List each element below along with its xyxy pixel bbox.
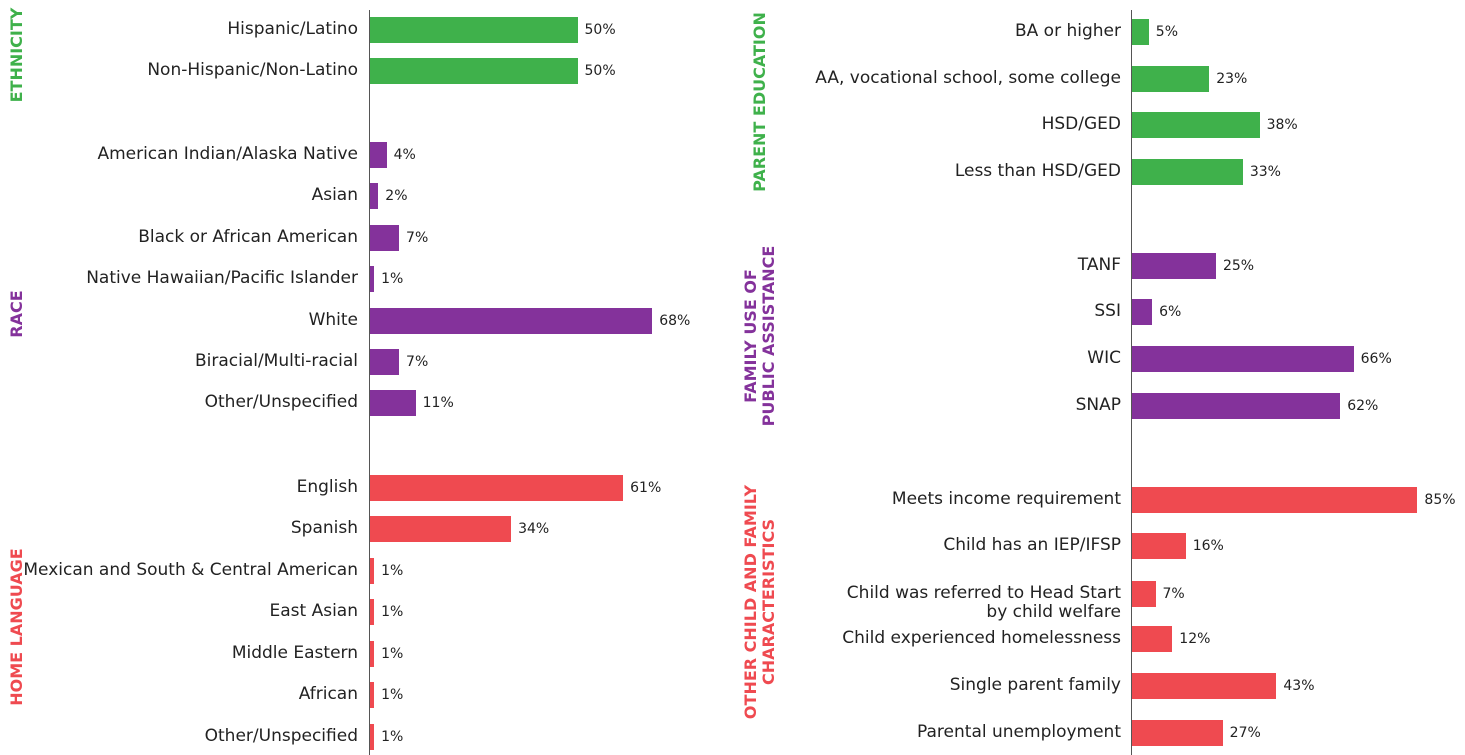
value-label: 7% bbox=[406, 354, 429, 370]
value-label: 6% bbox=[1159, 304, 1182, 320]
bar bbox=[370, 682, 375, 708]
value-label: 23% bbox=[1216, 71, 1248, 87]
group-title: FAMILY USE OF PUBLIC ASSISTANCE bbox=[741, 245, 778, 427]
value-label: 68% bbox=[659, 313, 691, 329]
value-label: 1% bbox=[381, 604, 404, 620]
value-label: 4% bbox=[393, 147, 416, 163]
value-label: 7% bbox=[406, 230, 429, 246]
value-label: 16% bbox=[1192, 538, 1224, 554]
bar bbox=[370, 475, 624, 501]
category-label: SNAP bbox=[1075, 395, 1121, 415]
category-label: Child experienced homelessness bbox=[842, 628, 1121, 648]
bar bbox=[370, 390, 416, 416]
value-label: 1% bbox=[381, 271, 404, 287]
bar bbox=[1132, 720, 1223, 746]
category-label: Mexican and South & Central American bbox=[23, 560, 358, 580]
category-label: Parental unemployment bbox=[917, 722, 1121, 742]
bar bbox=[1132, 626, 1173, 652]
bar bbox=[1132, 581, 1156, 607]
value-label: 7% bbox=[1162, 586, 1185, 602]
category-label: Child has an IEP/IFSP bbox=[943, 535, 1121, 555]
bar bbox=[370, 142, 387, 168]
category-label: Meets income requirement bbox=[891, 489, 1121, 509]
value-label: 34% bbox=[518, 521, 550, 537]
value-label: 85% bbox=[1424, 492, 1456, 508]
bar bbox=[370, 17, 578, 43]
value-label: 50% bbox=[584, 22, 616, 38]
value-label: 5% bbox=[1155, 24, 1178, 40]
bar bbox=[370, 266, 375, 292]
value-label: 50% bbox=[584, 63, 616, 79]
value-label: 38% bbox=[1266, 117, 1298, 133]
bar bbox=[370, 349, 400, 375]
category-label: Other/Unspecified bbox=[204, 726, 358, 746]
bar bbox=[1132, 66, 1210, 92]
value-label: 66% bbox=[1360, 351, 1392, 367]
category-label: BA or higher bbox=[1014, 21, 1121, 41]
chart-axis-line bbox=[1131, 10, 1132, 755]
value-label: 1% bbox=[381, 687, 404, 703]
category-label: English bbox=[296, 477, 358, 497]
value-label: 27% bbox=[1229, 725, 1261, 741]
bar bbox=[370, 225, 400, 251]
value-label: 11% bbox=[422, 395, 454, 411]
category-label: American Indian/Alaska Native bbox=[97, 144, 358, 164]
bar bbox=[370, 516, 512, 542]
value-label: 25% bbox=[1222, 258, 1255, 274]
value-label: 33% bbox=[1249, 164, 1281, 180]
bar bbox=[370, 641, 375, 667]
category-label: Native Hawaiian/Pacific Islander bbox=[86, 268, 358, 288]
value-label: 2% bbox=[385, 188, 408, 204]
category-label: Single parent family bbox=[949, 675, 1121, 695]
category-label: Black or African American bbox=[138, 227, 358, 247]
value-label: 1% bbox=[381, 563, 404, 579]
value-label: 1% bbox=[381, 646, 404, 662]
group-title: PARENT EDUCATION bbox=[750, 12, 769, 192]
category-label: Non-Hispanic/Non-Latino bbox=[147, 60, 358, 80]
bar bbox=[1132, 393, 1341, 419]
value-label: 12% bbox=[1179, 631, 1211, 647]
category-label: Spanish bbox=[290, 518, 358, 538]
bar bbox=[370, 558, 375, 584]
category-label: Child was referred to Head Start by chil… bbox=[846, 583, 1121, 622]
category-label: Asian bbox=[311, 185, 358, 205]
bar bbox=[1132, 533, 1186, 559]
category-label: HSD/GED bbox=[1041, 114, 1121, 134]
bar bbox=[370, 308, 653, 334]
category-label: WIC bbox=[1087, 348, 1121, 368]
category-label: White bbox=[308, 310, 358, 330]
value-label: 62% bbox=[1347, 398, 1379, 414]
bar bbox=[370, 58, 578, 84]
category-label: AA, vocational school, some college bbox=[815, 68, 1121, 88]
category-label: Other/Unspecified bbox=[204, 392, 358, 412]
bar bbox=[1132, 673, 1277, 699]
category-label: Hispanic/Latino bbox=[227, 19, 358, 39]
category-label: Biracial/Multi-racial bbox=[194, 351, 358, 371]
bar bbox=[1132, 299, 1153, 325]
value-label: 61% bbox=[630, 480, 662, 496]
bar bbox=[370, 183, 379, 209]
bar bbox=[370, 599, 375, 625]
bar bbox=[1132, 346, 1354, 372]
category-label: TANF bbox=[1077, 255, 1121, 275]
bar bbox=[1132, 159, 1243, 185]
category-label: Middle Eastern bbox=[231, 643, 358, 663]
value-label: 43% bbox=[1283, 678, 1315, 694]
bar bbox=[1132, 487, 1418, 513]
category-label: SSI bbox=[1094, 301, 1121, 321]
bar bbox=[1132, 253, 1216, 279]
group-title: OTHER CHILD AND FAMILY CHARACTERISTICS bbox=[741, 484, 778, 720]
value-label: 1% bbox=[381, 729, 404, 745]
bar bbox=[370, 724, 375, 750]
bar bbox=[1132, 112, 1260, 138]
bar bbox=[1132, 19, 1149, 45]
chart-axis-line bbox=[369, 10, 370, 755]
category-label: Less than HSD/GED bbox=[954, 161, 1121, 181]
category-label: East Asian bbox=[269, 601, 359, 621]
category-label: African bbox=[298, 684, 358, 704]
